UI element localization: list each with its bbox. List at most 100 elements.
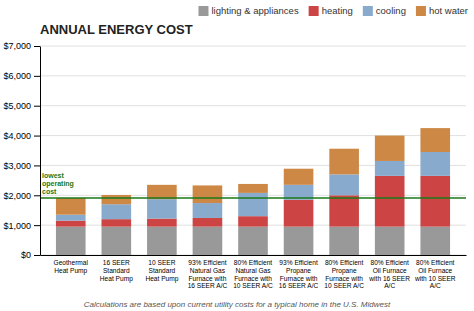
y-tick-mark [34, 136, 40, 137]
y-tick: $6,000 [3, 71, 40, 81]
x-tick-label: 80% EfficientPropaneFurnace with10 SEER … [324, 259, 364, 290]
y-tick-label: $2,000 [3, 191, 31, 201]
grid-line [40, 105, 466, 106]
x-tick: GeothermalHeat Pump [54, 255, 89, 275]
legend-label: hot water [429, 5, 468, 16]
bar-series [56, 128, 450, 215]
x-tick-label: 80% EfficientOil Furnacewith 10 SEERA/C [414, 259, 456, 290]
x-tick-label: GeothermalHeat Pump [54, 259, 89, 275]
y-tick-label: $5,000 [3, 101, 31, 111]
legend-swatch [309, 6, 319, 16]
x-tick-label: 10 SEERStandardHeat Pump [145, 259, 178, 283]
x-tick-label: 93% EfficientNatural GasFurnace with16 S… [188, 259, 228, 290]
x-tick: 80% EfficientPropaneFurnace with10 SEER … [324, 255, 364, 289]
bar-segment [238, 193, 268, 216]
x-tick-label: 16 SEERStandardHeat Pump [100, 259, 133, 283]
grid-line [40, 75, 466, 76]
x-tick-label: 80% EfficientOil Furnacewith 16 SEERA/C [368, 259, 410, 290]
legend-item: heating [309, 5, 353, 16]
y-tick-label: $6,000 [3, 71, 31, 81]
y-tick-mark [34, 46, 40, 47]
y-tick: $0 [21, 250, 40, 260]
bar-segment [329, 227, 359, 255]
bar-segment [193, 203, 223, 218]
bar-segment [56, 227, 86, 255]
bar-segment [420, 152, 450, 176]
bar-segment [375, 227, 405, 255]
x-axis: GeothermalHeat Pump 16 SEERStandardHeat P… [41, 255, 467, 289]
y-axis-line [40, 47, 41, 256]
y-tick: $7,000 [3, 41, 40, 51]
legend-item: hot water [416, 5, 468, 16]
bar-segment [56, 215, 86, 221]
y-tick: $1,000 [3, 221, 40, 231]
bar-segment [193, 227, 223, 255]
y-tick-mark [34, 165, 40, 166]
plot: $0 $1,000 $2,000 $3,000 $4,000 $5,000 $6,000 $7… [3, 41, 466, 289]
legend-swatch [416, 6, 426, 16]
bar-segment [375, 161, 405, 176]
bar-series [56, 152, 450, 221]
legend-label: lighting & appliances [211, 5, 298, 16]
bar-series [56, 227, 450, 255]
legend-item: cooling [363, 5, 406, 16]
bar-series [56, 176, 450, 227]
y-tick-label: $1,000 [3, 221, 31, 231]
y-tick-mark [34, 225, 40, 226]
y-tick-label: $4,000 [3, 131, 31, 141]
x-tick-label: 80% EfficientNatural GasFurnace with10 S… [233, 259, 273, 290]
bar-segment [147, 199, 177, 218]
bar-segment [193, 218, 223, 227]
legend-swatch [198, 6, 208, 16]
bar-segment [102, 204, 132, 219]
y-tick: $4,000 [3, 131, 40, 141]
bar-segment [420, 128, 450, 152]
reference-line [40, 197, 466, 199]
bars [56, 128, 450, 255]
bar-segment [284, 169, 314, 185]
subtitle: Calculations are based upon current util… [84, 300, 391, 309]
y-tick-mark [34, 195, 40, 196]
legend-label: heating [322, 5, 353, 16]
x-tick: 16 SEERStandardHeat Pump [100, 255, 133, 283]
bar-segment [329, 149, 359, 175]
x-tick: 93% EfficientNatural GasFurnace with16 S… [188, 255, 228, 289]
chart: lighting & appliances heating cooling hot w… [0, 0, 474, 311]
y-tick: $3,000 [3, 161, 40, 171]
y-tick-mark [34, 76, 40, 77]
x-tick-label: 93% EfficientPropaneFurnace with16 SEER … [279, 259, 319, 290]
bar-segment [147, 185, 177, 199]
bar-segment [147, 227, 177, 255]
y-tick-label: $0 [21, 250, 31, 260]
bar-segment [329, 195, 359, 226]
bar-segment [147, 219, 177, 227]
bar-segment [238, 216, 268, 226]
bar-segment [193, 185, 223, 203]
legend-item: lighting & appliances [198, 5, 298, 16]
grid [40, 46, 466, 255]
bar-segment [329, 174, 359, 195]
y-axis: $0 $1,000 $2,000 $3,000 $4,000 $5,000 $6,000 $7… [3, 41, 40, 260]
x-tick: 10 SEERStandardHeat Pump [145, 255, 178, 283]
y-tick-label: $7,000 [3, 41, 31, 51]
y-tick: $2,000 [3, 191, 40, 201]
x-tick: 80% EfficientNatural GasFurnace with10 S… [233, 255, 273, 289]
legend-swatch [363, 6, 373, 16]
bar-segment [375, 136, 405, 161]
y-tick-label: $3,000 [3, 161, 31, 171]
bar-segment [238, 184, 268, 193]
y-tick-mark [34, 106, 40, 107]
bar-segment [56, 221, 86, 227]
legend: lighting & appliances heating cooling hot w… [198, 5, 468, 16]
bar-segment [375, 176, 405, 227]
bar-segment [102, 227, 132, 255]
bar-segment [284, 200, 314, 227]
bar-segment [284, 227, 314, 255]
title: ANNUAL ENERGY COST [40, 22, 193, 37]
x-tick: 93% EfficientPropaneFurnace with16 SEER … [279, 255, 319, 289]
bar-segment [420, 227, 450, 255]
x-tick: 80% EfficientOil Furnacewith 10 SEERA/C [414, 255, 456, 289]
annotation: lowestoperatingcost [42, 172, 74, 195]
x-axis-line [41, 255, 467, 256]
x-tick: 80% EfficientOil Furnacewith 16 SEERA/C [368, 255, 410, 289]
